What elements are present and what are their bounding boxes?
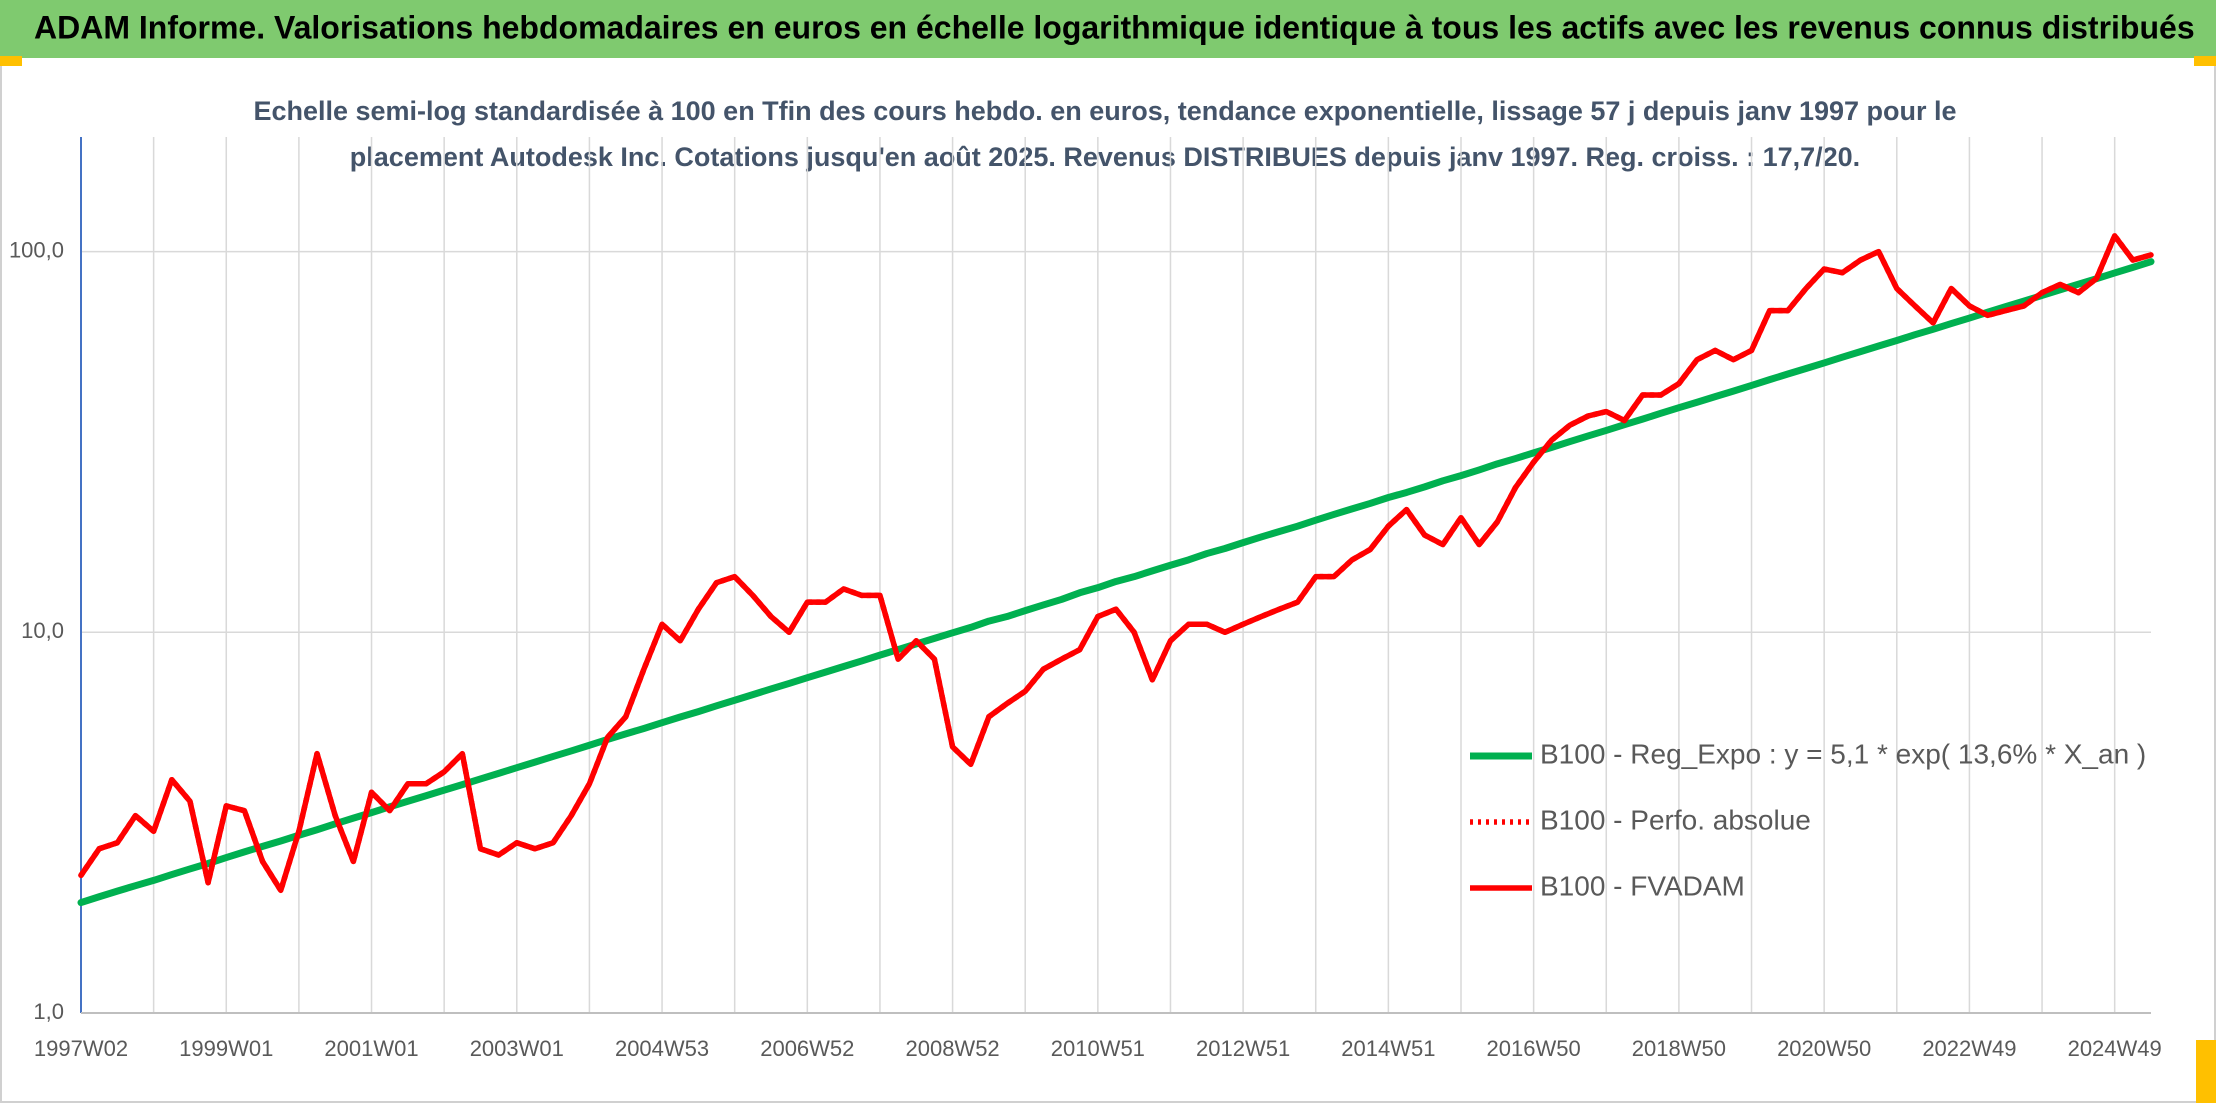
legend-label: B100 - Reg_Expo : y = 5,1 * exp( 13,6% *… bbox=[1540, 738, 2146, 769]
series-line bbox=[78, 233, 2154, 894]
x-tick-label: 2018W50 bbox=[1632, 1036, 1726, 1061]
x-tick-label: 1999W01 bbox=[179, 1036, 273, 1061]
x-tick-label: 2016W50 bbox=[1487, 1036, 1581, 1061]
x-tick-label: 2003W01 bbox=[470, 1036, 564, 1061]
x-tick-label: 2001W01 bbox=[324, 1036, 418, 1061]
chart-subtitle: placement Autodesk Inc. Cotations jusqu'… bbox=[350, 142, 1860, 172]
x-tick-label: 2010W51 bbox=[1051, 1036, 1145, 1061]
legend-label: B100 - Perfo. absolue bbox=[1540, 804, 1811, 835]
x-tick-label: 2014W51 bbox=[1341, 1036, 1435, 1061]
x-tick-label: 2008W52 bbox=[905, 1036, 999, 1061]
y-tick-label: 1,0 bbox=[33, 999, 64, 1024]
x-tick-label: 1997W02 bbox=[34, 1036, 128, 1061]
header-bar bbox=[0, 0, 2216, 58]
x-tick-label: 2024W49 bbox=[2068, 1036, 2162, 1061]
y-tick-label: 100,0 bbox=[9, 237, 64, 262]
x-tick-label: 2004W53 bbox=[615, 1036, 709, 1061]
chart-title: ADAM Informe. Valorisations hebdomadaire… bbox=[34, 9, 2195, 45]
x-tick-label: 2022W49 bbox=[1922, 1036, 2016, 1061]
corner-mark bbox=[2194, 56, 2216, 66]
x-tick-label: 2012W51 bbox=[1196, 1036, 1290, 1061]
chart-subtitle: Echelle semi-log standardisée à 100 en T… bbox=[253, 96, 1956, 126]
corner-mark bbox=[0, 56, 22, 66]
x-tick-label: 2006W52 bbox=[760, 1036, 854, 1061]
series-line bbox=[77, 258, 2155, 907]
y-tick-label: 10,0 bbox=[21, 618, 64, 643]
corner-mark bbox=[2196, 1040, 2216, 1103]
x-tick-label: 2020W50 bbox=[1777, 1036, 1871, 1061]
legend-label: B100 - FVADAM bbox=[1540, 870, 1745, 901]
